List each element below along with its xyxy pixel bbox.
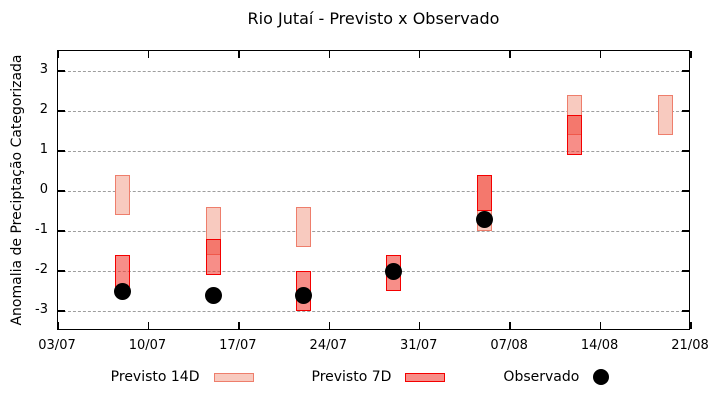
y-tick-right [682,270,689,272]
y-tick-label: 1 [39,142,48,157]
y-tick-right [682,230,689,232]
legend-label: Previsto 7D [311,369,392,385]
x-tick-top [418,51,421,58]
legend-item: Previsto 14D [111,369,254,385]
x-tick-top [690,51,692,58]
y-tick-label: -1 [35,222,48,237]
observed-dot [385,262,403,280]
x-tick-bottom [418,322,421,329]
x-tick-label: 24/07 [309,338,348,353]
previsto-14d-box [657,95,673,135]
y-gridline [58,110,689,112]
y-tick-right [682,190,689,192]
y-tick-right [682,310,689,312]
x-tick-label: 21/08 [671,338,709,353]
x-tick-bottom [57,322,59,329]
y-tick-label: 0 [39,182,48,197]
previsto-14d-legend-swatch [213,372,254,382]
observed-dot [294,286,312,304]
y-tick-left [58,310,65,312]
x-tick-bottom [599,322,602,329]
legend-item: Previsto 7D [312,369,446,385]
y-tick-left [58,190,65,192]
legend-item: Observado [503,369,610,385]
x-tick-bottom [147,322,150,329]
y-tick-right [682,70,689,72]
x-tick-top [328,51,331,58]
observed-dot [204,286,222,304]
x-tick-label: 03/07 [38,338,76,353]
y-gridline [58,70,689,72]
observed-dot [475,210,493,228]
previsto-14d-box [295,207,311,247]
y-tick-label: 3 [39,62,48,77]
y-tick-right [682,150,689,152]
previsto-7d-box [205,239,221,275]
x-tick-bottom [238,322,240,329]
x-tick-label: 07/08 [490,338,528,353]
x-tick-top [509,51,511,58]
x-tick-bottom [690,322,692,329]
previsto-7d-legend-swatch [405,372,446,382]
x-tick-bottom [328,322,331,329]
y-tick-left [58,70,65,72]
y-tick-left [58,110,65,112]
y-tick-label: -2 [35,262,48,277]
x-tick-label: 31/07 [399,338,438,353]
chart-title: Rio Jutaí - Previsto x Observado [247,9,500,28]
previsto-14d-box [115,175,131,215]
x-tick-top [57,51,59,58]
legend-label: Observado [503,369,580,385]
observed-dot [114,282,132,300]
y-tick-label: 2 [39,102,48,117]
y-tick-left [58,150,65,152]
y-gridline [58,270,689,272]
y-gridline [58,310,689,312]
x-tick-top [238,51,240,58]
previsto-7d-box [476,175,492,211]
observed-legend-dot [593,369,610,385]
x-tick-bottom [509,322,511,329]
y-tick-left [58,230,65,232]
x-tick-label: 10/07 [128,338,167,353]
legend: Previsto 14D Previsto 7D Observado [0,369,720,385]
x-tick-top [147,51,150,58]
y-tick-left [58,270,65,272]
y-tick-right [682,110,689,112]
plot-area [57,50,692,330]
previsto-7d-box [567,115,583,155]
x-tick-label: 14/08 [580,338,619,353]
x-tick-top [599,51,602,58]
x-tick-label: 17/07 [219,338,257,353]
y-tick-label: -3 [35,302,48,317]
legend-label: Previsto 14D [110,369,200,385]
y-gridline [58,190,689,192]
y-gridline [58,230,689,232]
y-gridline [58,150,689,152]
